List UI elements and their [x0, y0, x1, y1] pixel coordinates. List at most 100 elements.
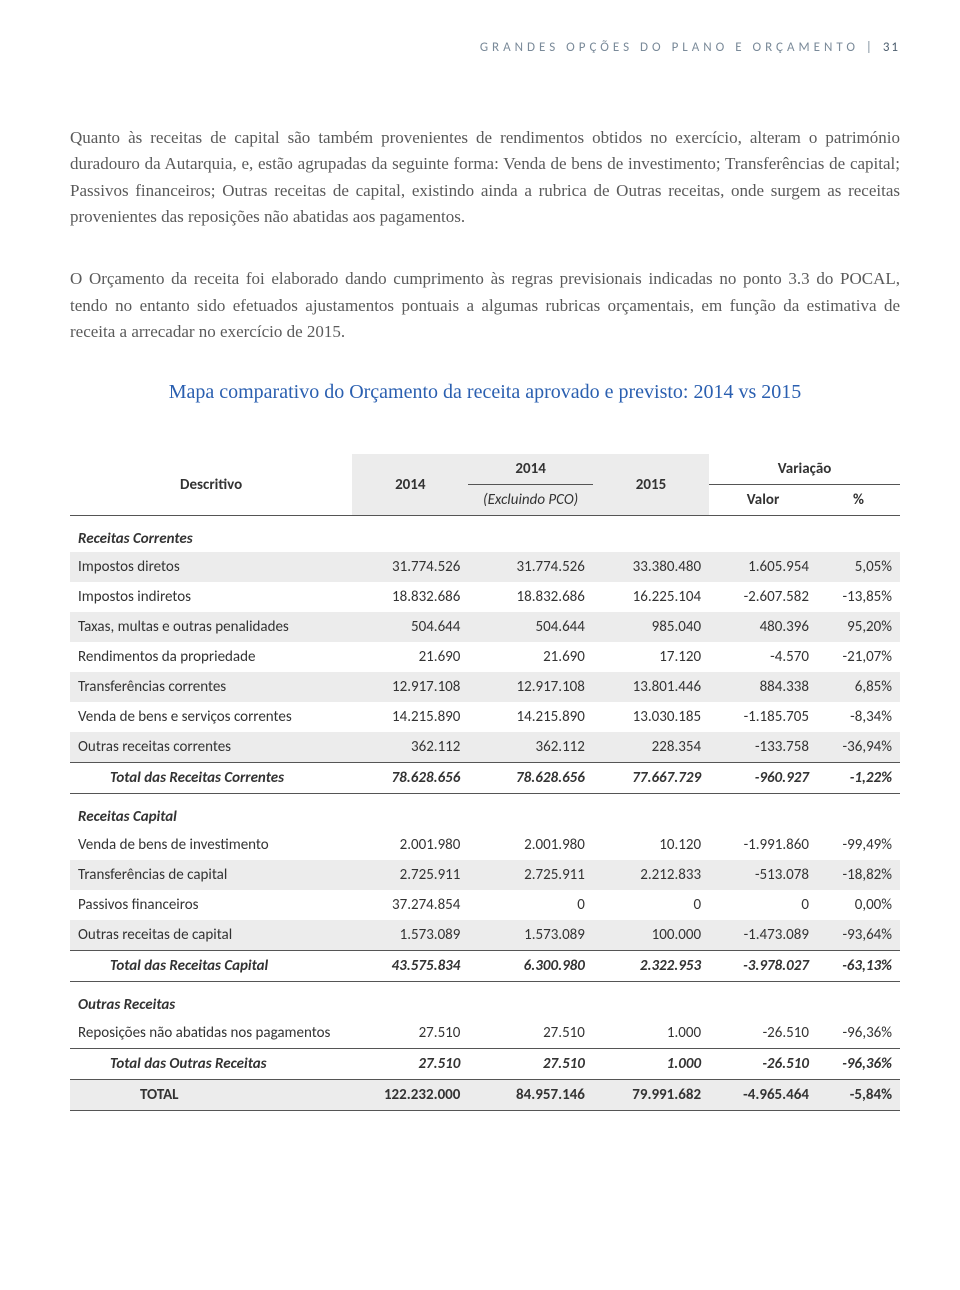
cell: 228.354	[593, 732, 709, 763]
subtotal-label: Total das Receitas Capital	[70, 951, 352, 982]
cell: -26.510	[709, 1049, 817, 1080]
row-label: Impostos diretos	[70, 552, 352, 582]
cell: -513.078	[709, 860, 817, 890]
table-row: Reposições não abatidas nos pagamentos 2…	[70, 1018, 900, 1049]
cell: 2.001.980	[352, 830, 468, 860]
cell: 14.215.890	[468, 702, 593, 732]
cell: 43.575.834	[352, 951, 468, 982]
section-title: Receitas Correntes	[70, 516, 900, 553]
table-row: Venda de bens de investimento 2.001.980 …	[70, 830, 900, 860]
cell: 79.991.682	[593, 1080, 709, 1111]
cell: 27.510	[352, 1049, 468, 1080]
cell: 0,00%	[817, 890, 900, 920]
cell: 1.573.089	[468, 920, 593, 951]
row-label: Venda de bens de investimento	[70, 830, 352, 860]
table-row: Impostos indiretos 18.832.686 18.832.686…	[70, 582, 900, 612]
row-label: Taxas, multas e outras penalidades	[70, 612, 352, 642]
cell: 12.917.108	[468, 672, 593, 702]
cell: 0	[593, 890, 709, 920]
table-title: Mapa comparativo do Orçamento da receita…	[70, 381, 900, 404]
col-2014: 2014	[352, 454, 468, 516]
cell: 27.510	[352, 1018, 468, 1049]
cell: -21,07%	[817, 642, 900, 672]
cell: 1.000	[593, 1018, 709, 1049]
cell: 18.832.686	[352, 582, 468, 612]
cell: -63,13%	[817, 951, 900, 982]
table-row: Impostos diretos 31.774.526 31.774.526 3…	[70, 552, 900, 582]
page-number: 31	[883, 40, 900, 55]
col-pct: %	[817, 485, 900, 516]
cell: -36,94%	[817, 732, 900, 763]
table-row: Passivos financeiros 37.274.854 0 0 0 0,…	[70, 890, 900, 920]
table-row: Transferências correntes 12.917.108 12.9…	[70, 672, 900, 702]
cell: 2.725.911	[352, 860, 468, 890]
cell: -18,82%	[817, 860, 900, 890]
cell: 1.000	[593, 1049, 709, 1080]
table-row: Venda de bens e serviços correntes 14.21…	[70, 702, 900, 732]
cell: -93,64%	[817, 920, 900, 951]
cell: 17.120	[593, 642, 709, 672]
cell: 100.000	[593, 920, 709, 951]
cell: 10.120	[593, 830, 709, 860]
cell: -26.510	[709, 1018, 817, 1049]
cell: -4.570	[709, 642, 817, 672]
section-head: Receitas Capital	[70, 794, 900, 831]
cell: 480.396	[709, 612, 817, 642]
table-row: Outras receitas correntes 362.112 362.11…	[70, 732, 900, 763]
paragraph-2: O Orçamento da receita foi elaborado dan…	[70, 266, 900, 345]
cell: 0	[468, 890, 593, 920]
col-2015: 2015	[593, 454, 709, 516]
cell: 1.573.089	[352, 920, 468, 951]
cell: -1.991.860	[709, 830, 817, 860]
table-row: Taxas, multas e outras penalidades 504.6…	[70, 612, 900, 642]
cell: -99,49%	[817, 830, 900, 860]
row-label: Transferências de capital	[70, 860, 352, 890]
row-label: Outras receitas de capital	[70, 920, 352, 951]
cell: 884.338	[709, 672, 817, 702]
cell: 504.644	[352, 612, 468, 642]
cell: 16.225.104	[593, 582, 709, 612]
cell: 78.628.656	[352, 763, 468, 794]
cell: 2.001.980	[468, 830, 593, 860]
cell: 27.510	[468, 1049, 593, 1080]
cell: 0	[709, 890, 817, 920]
cell: 122.232.000	[352, 1080, 468, 1111]
cell: 33.380.480	[593, 552, 709, 582]
cell: 5,05%	[817, 552, 900, 582]
cell: 1.605.954	[709, 552, 817, 582]
grand-total-label: TOTAL	[70, 1080, 352, 1111]
row-label: Transferências correntes	[70, 672, 352, 702]
cell: 84.957.146	[468, 1080, 593, 1111]
cell: -5,84%	[817, 1080, 900, 1111]
table-row: Outras receitas de capital 1.573.089 1.5…	[70, 920, 900, 951]
col-2014-ex-top: 2014	[468, 454, 593, 485]
cell: 13.030.185	[593, 702, 709, 732]
cell: 2.725.911	[468, 860, 593, 890]
cell: -133.758	[709, 732, 817, 763]
cell: 12.917.108	[352, 672, 468, 702]
table-row: Transferências de capital 2.725.911 2.72…	[70, 860, 900, 890]
col-descritivo: Descritivo	[70, 454, 352, 516]
subtotal-row: Total das Outras Receitas 27.510 27.510 …	[70, 1049, 900, 1080]
cell: 14.215.890	[352, 702, 468, 732]
subtotal-row: Total das Receitas Capital 43.575.834 6.…	[70, 951, 900, 982]
cell: -3.978.027	[709, 951, 817, 982]
cell: 31.774.526	[468, 552, 593, 582]
cell: -1,22%	[817, 763, 900, 794]
revenue-table: Descritivo 2014 2014 2015 Variação (Excl…	[70, 454, 900, 1111]
section-title: Outras Receitas	[70, 982, 900, 1019]
row-label: Reposições não abatidas nos pagamentos	[70, 1018, 352, 1049]
table-row: Rendimentos da propriedade 21.690 21.690…	[70, 642, 900, 672]
cell: -96,36%	[817, 1018, 900, 1049]
table-body: Receitas Correntes Impostos diretos 31.7…	[70, 516, 900, 1111]
row-label: Venda de bens e serviços correntes	[70, 702, 352, 732]
row-label: Impostos indiretos	[70, 582, 352, 612]
header-text: GRANDES OPÇÕES DO PLANO E ORÇAMENTO	[480, 40, 859, 55]
cell: 31.774.526	[352, 552, 468, 582]
cell: -13,85%	[817, 582, 900, 612]
cell: -1.185.705	[709, 702, 817, 732]
cell: 2.322.953	[593, 951, 709, 982]
cell: 95,20%	[817, 612, 900, 642]
section-head: Receitas Correntes	[70, 516, 900, 553]
running-header: GRANDES OPÇÕES DO PLANO E ORÇAMENTO | 31	[70, 40, 900, 55]
